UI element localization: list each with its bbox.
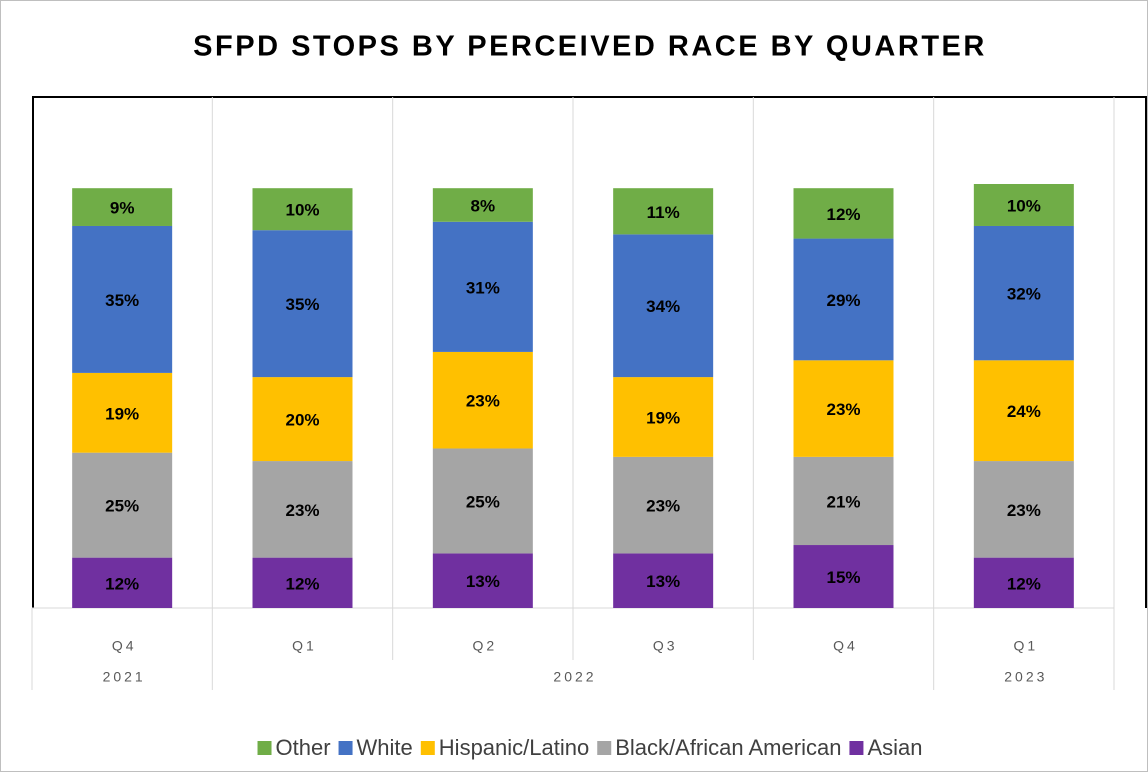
legend-label: Asian <box>867 735 922 760</box>
data-label: 23% <box>1007 501 1041 520</box>
x-tick-label: Q3 <box>653 638 678 654</box>
data-label: 35% <box>285 295 319 314</box>
bar-segment <box>432 188 533 222</box>
data-label: 8% <box>471 196 496 215</box>
data-label: 10% <box>285 201 319 220</box>
data-label: 23% <box>646 497 680 516</box>
legend-swatch <box>849 741 864 755</box>
legend-swatch <box>338 741 353 755</box>
data-label: 19% <box>646 408 680 427</box>
bar-segment <box>72 452 173 558</box>
x-tick-label: Q1 <box>1013 638 1038 654</box>
x-group-label: 2023 <box>1004 669 1047 685</box>
bar-segment <box>72 557 173 608</box>
data-label: 23% <box>285 501 319 520</box>
bar-segment <box>252 377 353 462</box>
data-label: 12% <box>285 574 319 593</box>
bar-segment <box>793 238 894 361</box>
data-label: 12% <box>826 205 860 224</box>
data-label: 9% <box>110 199 135 218</box>
bar-segment <box>432 448 533 554</box>
data-label: 24% <box>1007 402 1041 421</box>
bar-segment <box>973 184 1074 226</box>
bar-segment <box>613 377 714 457</box>
data-label: 31% <box>466 278 500 297</box>
data-label: 15% <box>826 568 860 587</box>
data-label: 32% <box>1007 285 1041 304</box>
legend-label: Other <box>276 735 331 760</box>
legend-swatch <box>597 741 612 755</box>
bar-segment <box>613 553 714 608</box>
data-label: 34% <box>646 297 680 316</box>
bar-segment <box>252 461 353 558</box>
bar-segment <box>252 557 353 608</box>
data-label: 11% <box>647 203 680 222</box>
data-label: 21% <box>826 492 860 511</box>
data-label: 12% <box>1007 574 1041 593</box>
bar-segment <box>432 221 533 352</box>
data-label: 23% <box>466 392 500 411</box>
bar-segment <box>613 188 714 235</box>
bar-segment <box>973 360 1074 462</box>
bar-segment <box>252 188 353 231</box>
data-label: 35% <box>105 291 139 310</box>
x-group-label: 2022 <box>553 669 596 685</box>
bar-segment <box>613 456 714 554</box>
bar-segment <box>793 456 894 546</box>
bar-segment <box>613 234 714 378</box>
x-tick-label: Q4 <box>833 638 858 654</box>
data-label: 25% <box>466 492 500 511</box>
bar-segment <box>72 225 173 373</box>
bar-segment <box>72 188 173 226</box>
chart-title: SFPD STOPS BY PERCEIVED RACE BY QUARTER <box>193 31 987 63</box>
bar-segment <box>793 545 894 608</box>
bar-segment <box>252 230 353 378</box>
legend-label: White <box>357 735 413 760</box>
data-label: 13% <box>646 572 680 591</box>
data-label: 20% <box>285 411 319 430</box>
bar-segment <box>793 360 894 457</box>
data-label: 25% <box>105 497 139 516</box>
bar-segment <box>973 225 1074 361</box>
bar-segment <box>793 188 894 239</box>
legend-label: Hispanic/Latino <box>439 735 589 760</box>
bar-segment <box>973 461 1074 558</box>
x-tick-label: Q1 <box>292 638 317 654</box>
legend-swatch <box>420 741 435 755</box>
x-tick-label: Q2 <box>472 638 497 654</box>
data-label: 29% <box>826 291 860 310</box>
legend-label: Black/African American <box>615 735 841 760</box>
bar-segment <box>432 351 533 449</box>
bar-segment <box>432 553 533 608</box>
data-label: 23% <box>826 400 860 419</box>
bar-segment <box>72 372 173 453</box>
data-label: 10% <box>1007 196 1041 215</box>
legend-swatch <box>257 741 272 755</box>
bar-segment <box>973 557 1074 608</box>
data-label: 19% <box>105 404 139 423</box>
data-label: 12% <box>105 574 139 593</box>
data-label: 13% <box>466 572 500 591</box>
x-tick-label: Q4 <box>112 638 137 654</box>
x-group-label: 2021 <box>103 669 146 685</box>
plot-border <box>32 96 1147 608</box>
